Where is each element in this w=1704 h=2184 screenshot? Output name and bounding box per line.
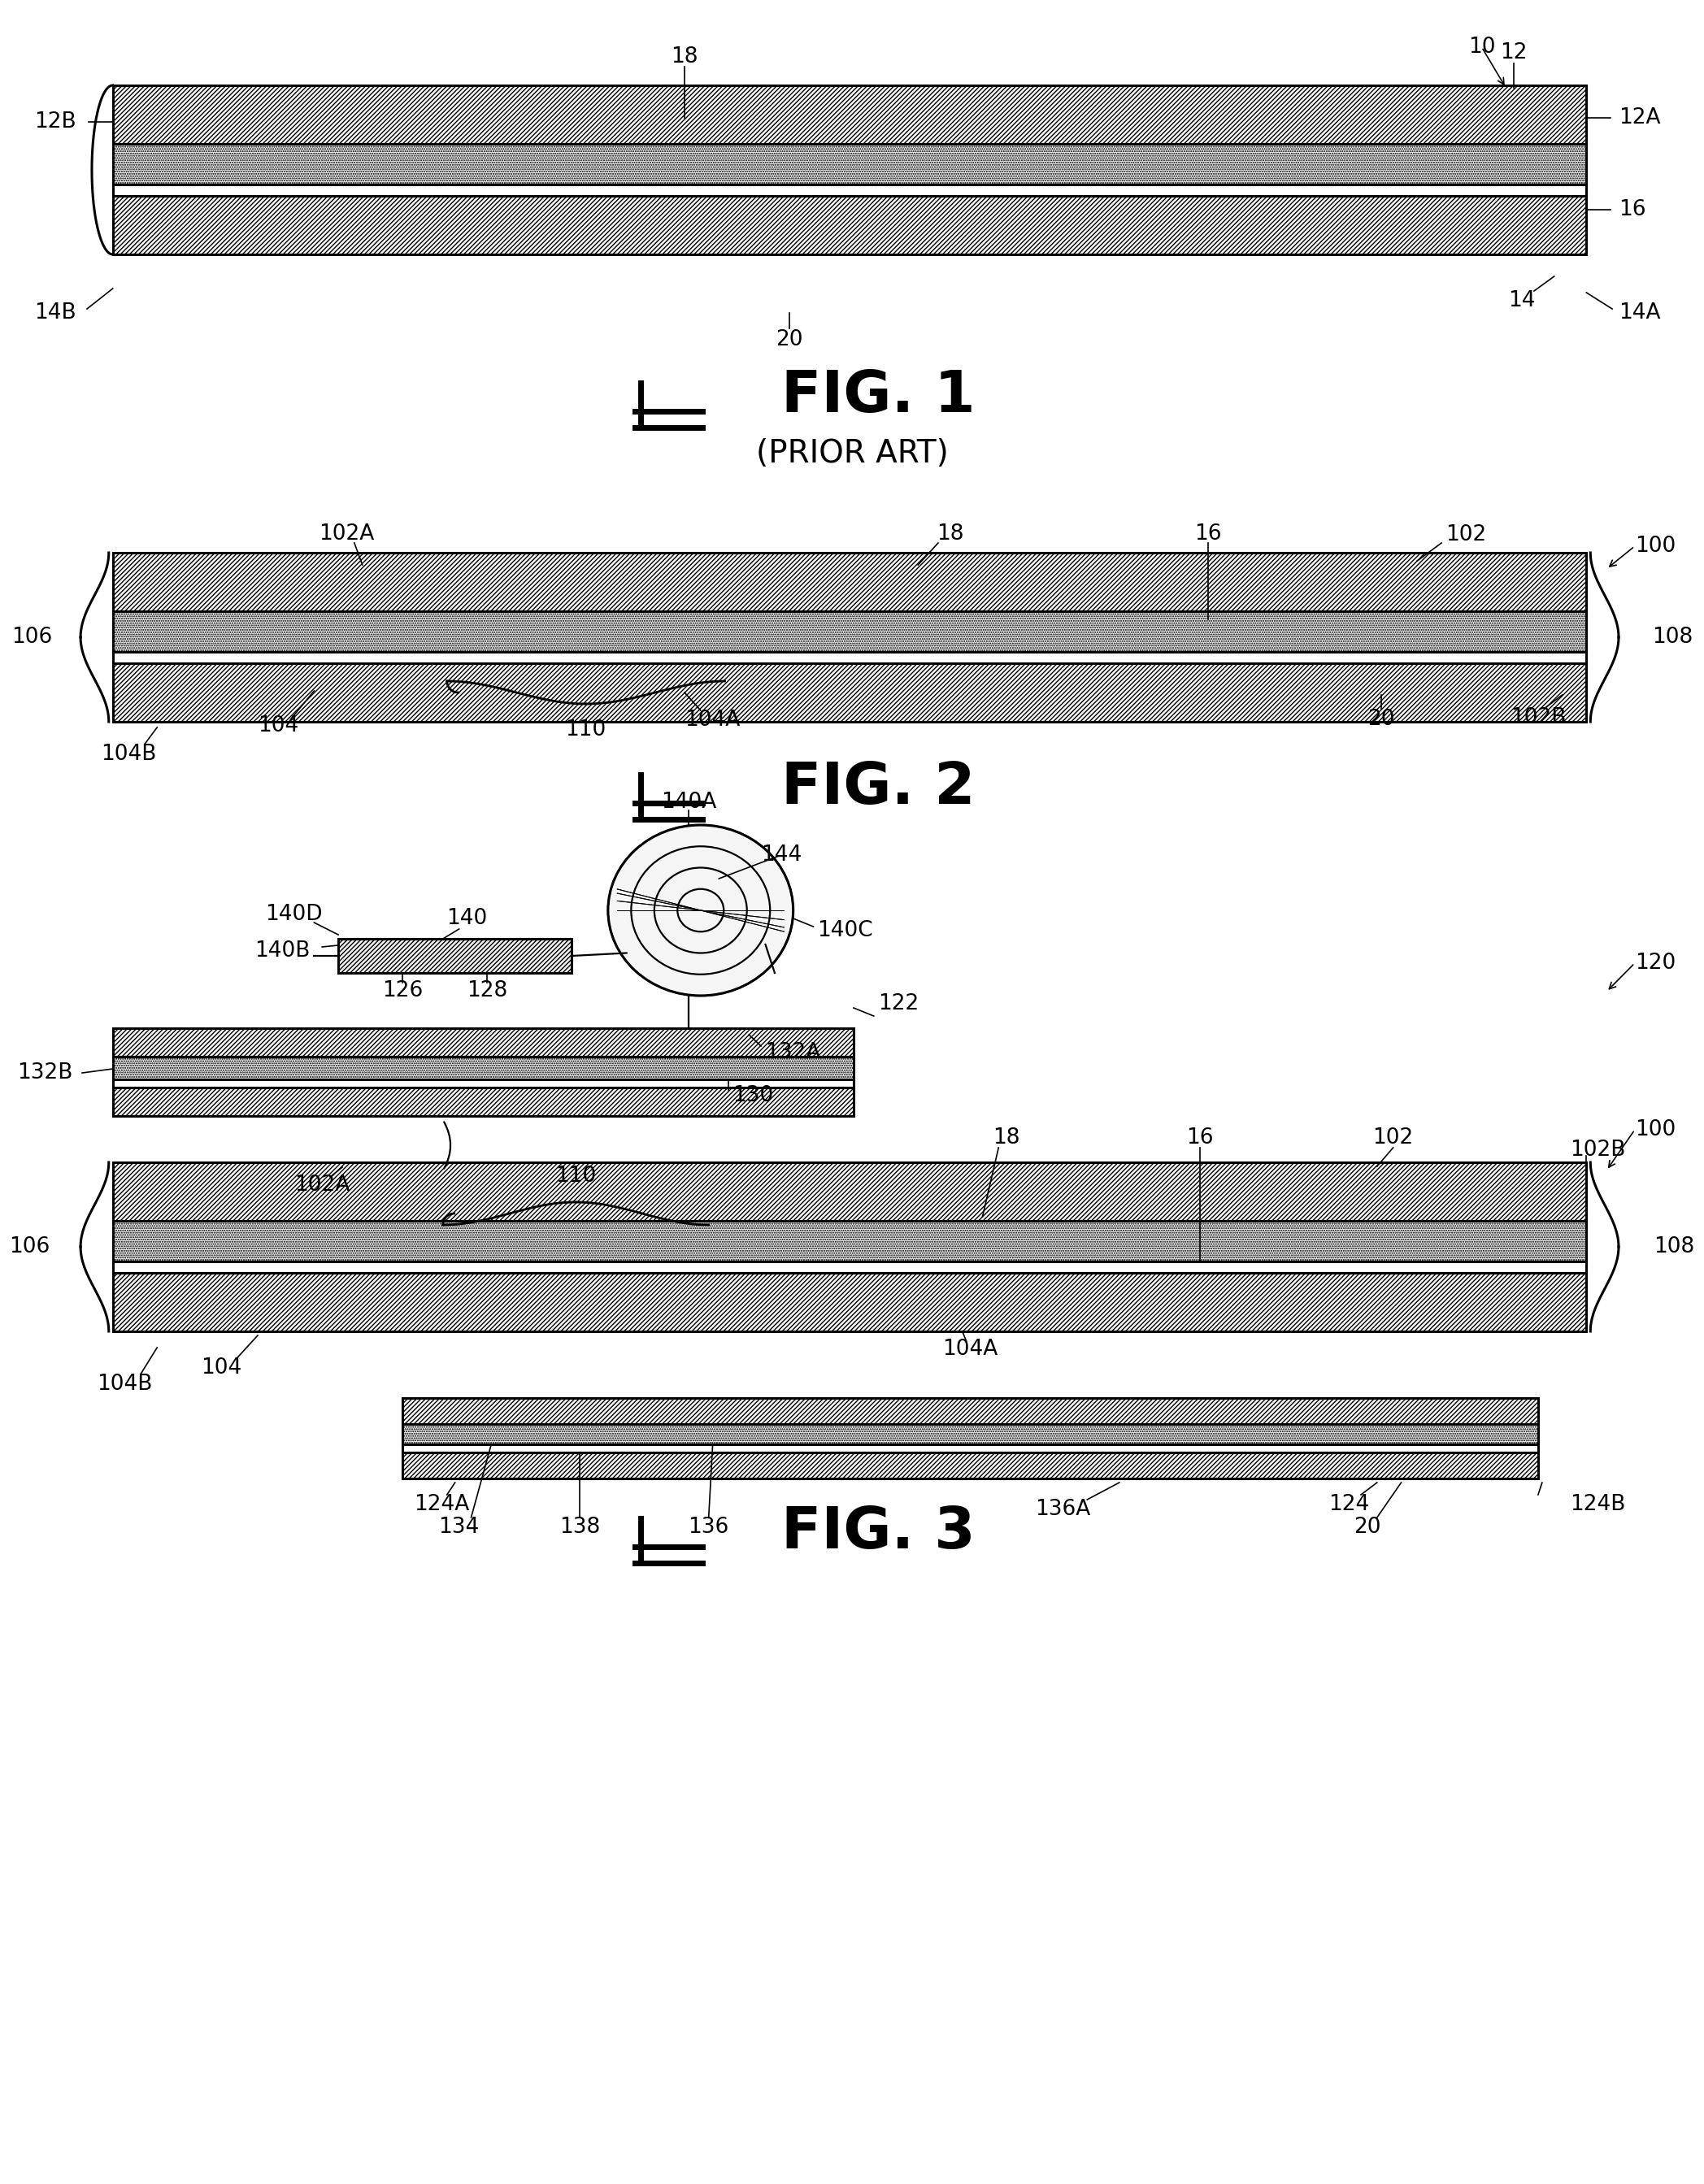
Text: 16: 16 — [1186, 1127, 1213, 1149]
Text: 140A: 140A — [661, 791, 716, 812]
Text: 102: 102 — [1373, 1127, 1414, 1149]
Text: 144: 144 — [760, 845, 801, 865]
Text: 14: 14 — [1508, 290, 1535, 312]
Text: 108: 108 — [1655, 1236, 1695, 1258]
Text: 102A: 102A — [319, 524, 375, 544]
Bar — [112, 664, 1586, 721]
Text: 130: 130 — [733, 1085, 774, 1107]
Ellipse shape — [608, 826, 794, 996]
Text: FIG. 2: FIG. 2 — [780, 760, 975, 817]
Text: 102B: 102B — [1510, 708, 1566, 727]
Text: 104B: 104B — [97, 1374, 153, 1396]
Text: 140: 140 — [446, 909, 487, 928]
Bar — [112, 1088, 854, 1116]
Bar — [112, 1162, 1586, 1221]
Text: 110: 110 — [556, 1166, 596, 1186]
Bar — [112, 612, 1586, 651]
Text: 20: 20 — [775, 330, 803, 349]
Text: 104: 104 — [201, 1358, 242, 1378]
Bar — [112, 197, 1586, 253]
Bar — [339, 939, 573, 972]
Text: 104: 104 — [257, 716, 298, 736]
Bar — [112, 1079, 854, 1088]
Bar — [112, 1273, 1586, 1332]
Text: 12: 12 — [1500, 41, 1527, 63]
Text: 18: 18 — [993, 1127, 1021, 1149]
Bar — [402, 1424, 1539, 1444]
Text: 122: 122 — [878, 994, 918, 1013]
Text: 10: 10 — [1469, 37, 1496, 57]
Text: 18: 18 — [937, 524, 964, 544]
Ellipse shape — [654, 867, 746, 952]
Bar — [112, 1221, 1586, 1262]
Bar — [112, 553, 1586, 612]
Text: 18: 18 — [671, 46, 699, 68]
Text: 104B: 104B — [101, 745, 157, 764]
Text: 132A: 132A — [765, 1042, 821, 1064]
Text: 136A: 136A — [1036, 1498, 1091, 1520]
Text: 20: 20 — [1367, 710, 1394, 729]
Text: 134: 134 — [438, 1516, 479, 1538]
Text: 124A: 124A — [414, 1494, 469, 1516]
Text: 104A: 104A — [942, 1339, 999, 1361]
Text: 100: 100 — [1634, 535, 1675, 557]
Text: 20: 20 — [1353, 1516, 1380, 1538]
Bar — [112, 144, 1586, 183]
Bar — [112, 1262, 1586, 1273]
Text: 14B: 14B — [34, 301, 77, 323]
Text: 124B: 124B — [1571, 1494, 1626, 1516]
Bar — [112, 183, 1586, 197]
Text: 110: 110 — [566, 719, 607, 740]
Text: 140B: 140B — [254, 941, 310, 961]
Text: 106: 106 — [9, 1236, 49, 1258]
Text: 12B: 12B — [34, 111, 77, 133]
Text: 102B: 102B — [1571, 1140, 1626, 1160]
Ellipse shape — [678, 889, 724, 933]
Text: 126: 126 — [382, 981, 423, 1002]
Bar — [402, 1398, 1539, 1424]
Text: FIG. 1: FIG. 1 — [780, 369, 975, 424]
Text: 120: 120 — [1634, 952, 1675, 974]
Text: 108: 108 — [1653, 627, 1694, 649]
Ellipse shape — [630, 847, 770, 974]
Bar — [112, 1057, 854, 1079]
Text: 16: 16 — [1619, 199, 1646, 221]
Text: 124: 124 — [1329, 1494, 1370, 1516]
Bar — [112, 651, 1586, 664]
Text: 104A: 104A — [685, 710, 741, 732]
Text: 14A: 14A — [1619, 301, 1660, 323]
Text: 138: 138 — [559, 1516, 600, 1538]
Text: 132B: 132B — [17, 1061, 73, 1083]
Text: FIG. 3: FIG. 3 — [780, 1505, 975, 1559]
Bar — [112, 1029, 854, 1057]
Text: 102: 102 — [1445, 524, 1486, 546]
Text: 106: 106 — [12, 627, 53, 649]
Text: (PRIOR ART): (PRIOR ART) — [757, 439, 947, 470]
Text: 12A: 12A — [1619, 107, 1660, 129]
Text: 128: 128 — [467, 981, 508, 1002]
Text: 100: 100 — [1634, 1118, 1675, 1140]
Bar — [112, 85, 1586, 144]
Bar — [402, 1444, 1539, 1452]
Text: 140D: 140D — [266, 904, 322, 926]
Text: 16: 16 — [1195, 524, 1222, 544]
Text: 140C: 140C — [818, 919, 872, 941]
Text: 136: 136 — [688, 1516, 729, 1538]
Text: 102A: 102A — [295, 1175, 349, 1195]
Bar — [402, 1452, 1539, 1479]
